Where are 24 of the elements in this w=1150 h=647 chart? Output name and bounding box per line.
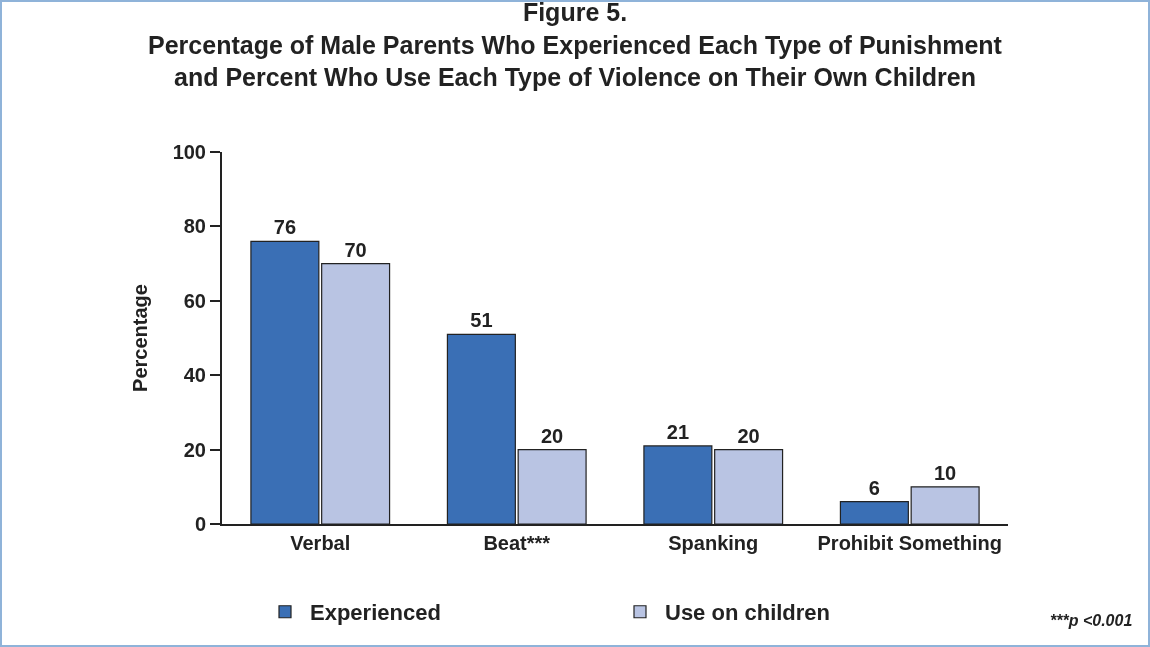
- x-tick-label: Spanking: [668, 532, 759, 554]
- y-tick-label: 0: [194, 513, 206, 535]
- y-axis-title: Percentage: [128, 284, 151, 392]
- data-label: 6: [868, 476, 880, 499]
- text: ***p <0.001: [1050, 612, 1133, 629]
- chart-subtitle: Percentage of Male Parents Who Experienced Each Type of Punishment and Percent Who Use Each Type of Violence on Their Own Children: [148, 30, 1003, 92]
- x-tick-label: Prohibit Something: [817, 532, 1002, 554]
- y-tick-label: 80: [183, 215, 206, 238]
- data-label: 20: [737, 424, 760, 447]
- data-label: 21: [666, 420, 690, 443]
- y-tick-label: 40: [183, 364, 206, 387]
- y-tick-label: 60: [183, 289, 206, 312]
- x-tick-label: Verbal: [290, 532, 351, 554]
- x-tick-label: Beat***: [483, 532, 551, 554]
- y-tick-label: 100: [172, 141, 206, 163]
- y-tick-label: 20: [183, 438, 206, 461]
- data-label: 20: [540, 424, 564, 447]
- legend-label: Use on children: [665, 600, 831, 626]
- data-label: 51: [470, 309, 493, 332]
- legend-label: Experienced: [310, 600, 441, 626]
- data-label: 70: [344, 238, 367, 261]
- data-label: 10: [933, 461, 957, 484]
- chart-title: Figure 5.: [522, 0, 628, 27]
- data-label: 76: [273, 216, 297, 239]
